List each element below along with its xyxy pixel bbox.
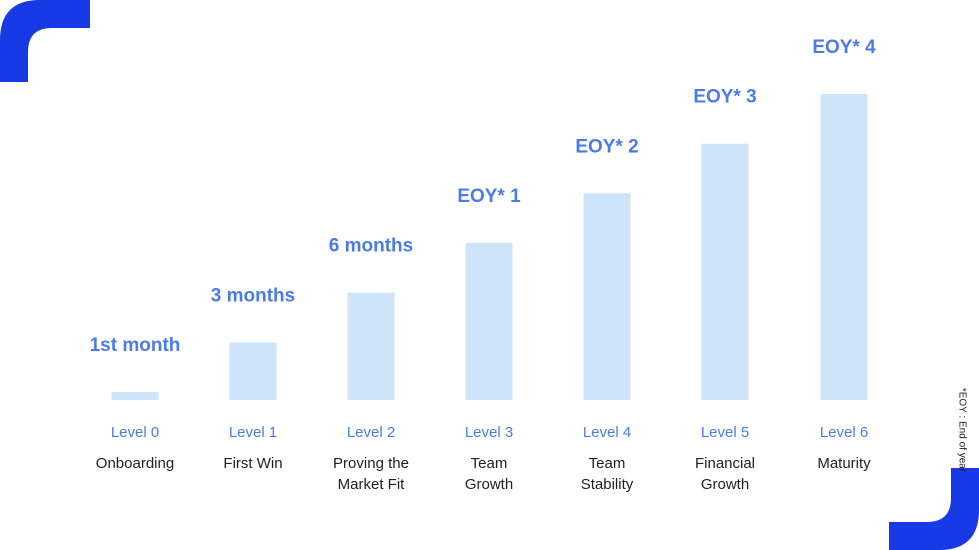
eoy-footnote: *EOY : End of year: [956, 387, 968, 473]
bar-timeline-label: 6 months: [329, 236, 413, 257]
stage-name-line: Onboarding: [96, 455, 174, 472]
stage-name-line: Market Fit: [338, 476, 406, 493]
bottom-right-corner-decoration: [889, 468, 979, 550]
level-label: Level 3: [465, 424, 513, 441]
level-label: Level 0: [111, 424, 159, 441]
bar-6: [820, 94, 868, 400]
level-label: Level 6: [820, 424, 868, 441]
level-label: Level 5: [701, 424, 749, 441]
bar-3: [465, 243, 513, 400]
stage-name-line: Stability: [581, 476, 634, 493]
top-left-corner-decoration: [0, 0, 90, 82]
level-label: Level 4: [583, 424, 631, 441]
bar-0: [111, 392, 159, 400]
stage-name-line: Maturity: [817, 455, 871, 472]
bar-timeline-label: EOY* 4: [812, 37, 876, 58]
bar-5: [701, 143, 749, 400]
bar-timeline-label: EOY* 3: [693, 87, 756, 108]
stage-name-line: Team: [471, 455, 508, 472]
bar-timeline-label: EOY* 2: [575, 136, 638, 157]
stage-name-line: Proving the: [333, 455, 409, 472]
bar-timeline-label: 3 months: [211, 285, 295, 306]
stage-name-line: Team: [589, 455, 626, 472]
stage-name-line: Growth: [465, 476, 513, 493]
bar-timeline-label: 1st month: [90, 335, 181, 356]
stage-name-line: First Win: [223, 455, 282, 472]
bar-timeline-label: EOY* 1: [457, 186, 521, 207]
level-label: Level 2: [347, 424, 395, 441]
stage-name-line: Financial: [695, 455, 755, 472]
level-label: Level 1: [229, 424, 277, 441]
bar-2: [347, 292, 395, 400]
bar-4: [583, 193, 631, 400]
stage-name-line: Growth: [701, 476, 749, 493]
bar-1: [229, 342, 277, 400]
